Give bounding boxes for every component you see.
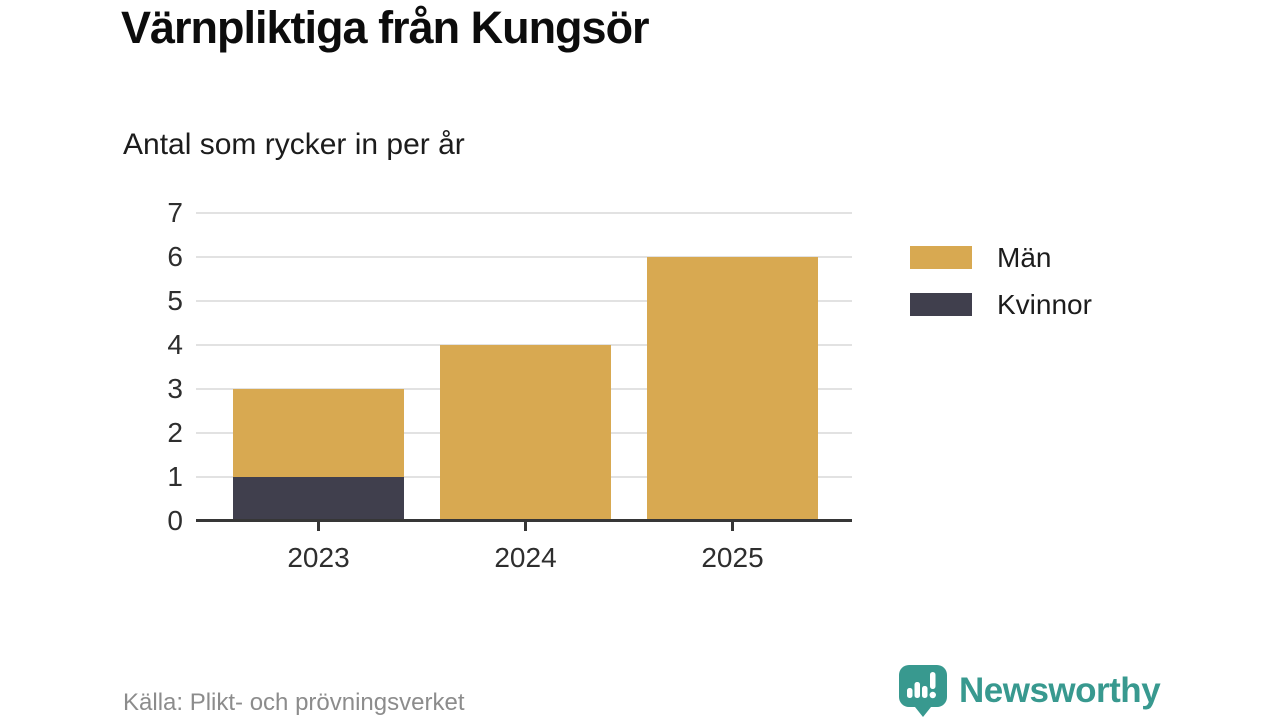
y-axis-tick-label: 1 [167,461,183,492]
newsworthy-wordmark: Newsworthy [959,671,1161,710]
bar-segment-män-2023 [233,389,404,477]
x-axis-tick-mark [524,522,527,531]
x-axis-tick-label: 2023 [287,542,350,573]
legend-item-män: Män [910,241,1092,273]
bar-segment-män-2025 [647,257,818,521]
source-note: Källa: Plikt- och prövningsverket [123,689,465,716]
gridline [196,256,852,258]
y-axis-tick-label: 6 [167,241,183,272]
y-axis-tick-label: 4 [167,329,183,360]
legend-swatch [910,246,972,269]
y-axis-tick-label: 7 [167,197,183,228]
x-axis-tick-mark [317,522,320,531]
gridline [196,300,852,302]
x-axis-tick-label: 2024 [494,542,557,573]
legend: Män Kvinnor [910,241,1092,337]
y-axis-tick-label: 3 [167,373,183,404]
x-axis-line [196,519,852,522]
legend-label: Män [997,241,1052,273]
bar-segment-kvinnor-2023 [233,477,404,521]
legend-item-kvinnor: Kvinnor [910,288,1092,320]
legend-label: Kvinnor [997,288,1092,320]
y-axis-tick-label: 0 [167,505,183,536]
chart-subtitle: Antal som rycker in per år [123,128,465,161]
chart-title: Värnpliktiga från Kungsör [121,2,650,53]
gridline [196,212,852,214]
y-axis-tick-label: 5 [167,285,183,316]
legend-swatch [910,293,972,316]
x-axis-tick-label: 2025 [701,542,764,573]
y-axis-tick-label: 2 [167,417,183,448]
x-axis-tick-mark [731,522,734,531]
newsworthy-speech-bubble-bar-chart-icon [899,665,947,717]
newsworthy-logo: Newsworthy [898,664,1161,718]
bar-segment-män-2024 [440,345,611,521]
